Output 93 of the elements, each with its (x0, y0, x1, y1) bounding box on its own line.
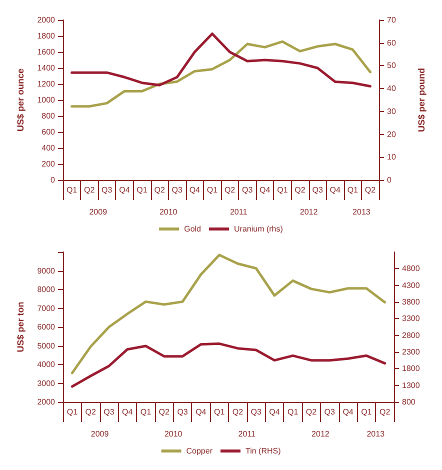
y-tick-label: 1200 (37, 80, 56, 88)
y2-tick-label: 4300 (402, 280, 420, 290)
text: 2012 (300, 208, 318, 216)
legend-label: Tin (RHS) (245, 446, 282, 456)
x-tick-label: Q3 (104, 408, 115, 416)
x-tick-label: Q3 (312, 186, 324, 194)
y2-tick-label: 60 (387, 38, 396, 48)
x-tick-label: Q4 (330, 186, 341, 194)
y2-tick-label: 3800 (402, 298, 420, 306)
line-series (70, 32, 372, 88)
x-tick-label: Q2 (306, 408, 318, 416)
y-tick-label: 2000 (37, 16, 56, 24)
y2-tick-label: 20 (387, 130, 396, 139)
y2-tick-label: 2300 (402, 348, 420, 356)
x-tick-label: Q1 (277, 186, 288, 194)
x-tick-label: Q1 (288, 408, 299, 416)
text: 2009 (90, 430, 110, 438)
y2-tick-label: 2800 (402, 330, 420, 340)
y-tick-label: 6000 (37, 322, 56, 332)
y-axis-title: US$ per ounce (16, 68, 26, 132)
y2-tick-label: 800 (402, 398, 416, 406)
x-tick-label: Q4 (189, 186, 201, 194)
x-tick-label: Q4 (196, 408, 207, 416)
y2-tick-label: 40 (387, 84, 396, 94)
x-tick-label: Q2 (85, 408, 96, 416)
legend-label: Copper (186, 446, 213, 456)
line-series (70, 40, 372, 108)
x-tick-label: Q2 (232, 408, 244, 416)
y2-axis-title: US$ per pound (416, 68, 426, 132)
y-tick-label: 3000 (37, 378, 56, 388)
y2-tick-label: 4800 (402, 264, 420, 274)
x-tick-label: Q2 (84, 186, 96, 194)
x-tick-label: Q4 (260, 186, 271, 194)
x-tick-label: Q1 (361, 408, 372, 416)
y-tick-label: 600 (42, 128, 56, 136)
y-tick-label: 1000 (37, 96, 56, 104)
x-tick-label: Q4 (269, 408, 280, 416)
x-tick-label: Q2 (364, 186, 376, 194)
x-tick-label: Q3 (102, 186, 113, 194)
x-tick-label: Q1 (136, 186, 148, 194)
y-tick-label: 800 (42, 112, 56, 120)
y-tick-label: 5000 (37, 341, 56, 350)
legend-label: Gold (184, 224, 202, 234)
x-tick-label: Q2 (379, 408, 391, 416)
text: 2010 (164, 430, 183, 438)
y2-tick-label: 1800 (402, 364, 420, 374)
x-tick-label: Q4 (342, 408, 354, 416)
y2-tick-label: 1300 (402, 380, 420, 390)
y2-tick-label: 50 (387, 61, 396, 70)
y2-tick-label: 0 (387, 176, 392, 184)
x-tick-label: Q1 (214, 408, 226, 416)
x-tick-label: Q4 (119, 186, 130, 194)
x-tick-label: Q3 (250, 408, 262, 416)
text: 2011 (238, 430, 256, 438)
y-tick-label: 400 (42, 144, 56, 152)
x-tick-label: Q3 (177, 408, 188, 416)
y-tick-label: 0 (50, 176, 56, 184)
x-tick-label: Q3 (242, 186, 254, 194)
x-tick-label: Q2 (224, 186, 236, 194)
y-tick-label: 7000 (37, 304, 56, 313)
y-axis-title: US$ per ton (16, 302, 26, 352)
y2-tick-label: 30 (387, 106, 396, 116)
x-tick-label: Q1 (66, 408, 78, 416)
y-tick-label: 1400 (37, 64, 56, 72)
y-tick-label: 200 (42, 160, 56, 168)
text: 2013 (366, 430, 386, 438)
x-tick-label: Q3 (172, 186, 183, 194)
text: 2011 (230, 208, 248, 216)
y-tick-label: 9000 (37, 266, 56, 276)
line-series (70, 342, 386, 388)
legend-label: Uranium (rhs) (234, 224, 284, 234)
y2-tick-label: 10 (387, 152, 396, 162)
y-tick-label: 4000 (37, 360, 56, 369)
y-tick-label: 2000 (37, 398, 56, 406)
y-tick-label: 1800 (37, 32, 56, 40)
text: 2013 (352, 208, 371, 216)
x-tick-label: Q2 (154, 186, 166, 194)
x-tick-label: Q1 (347, 186, 359, 194)
y-tick-label: 8000 (37, 285, 56, 294)
x-tick-label: Q3 (324, 408, 336, 416)
x-tick-label: Q4 (122, 408, 134, 416)
y-tick-label: 1600 (37, 48, 56, 56)
line-series (70, 254, 386, 374)
x-tick-label: Q1 (140, 408, 152, 416)
y2-tick-label: 70 (387, 16, 396, 24)
text: 2012 (312, 430, 330, 438)
x-tick-label: Q2 (158, 408, 170, 416)
x-tick-label: Q2 (294, 186, 306, 194)
text: 2010 (159, 208, 178, 216)
y2-tick-label: 3300 (402, 314, 420, 324)
x-tick-label: Q1 (206, 186, 218, 194)
text: 2009 (89, 208, 108, 216)
x-tick-label: Q1 (66, 186, 78, 194)
